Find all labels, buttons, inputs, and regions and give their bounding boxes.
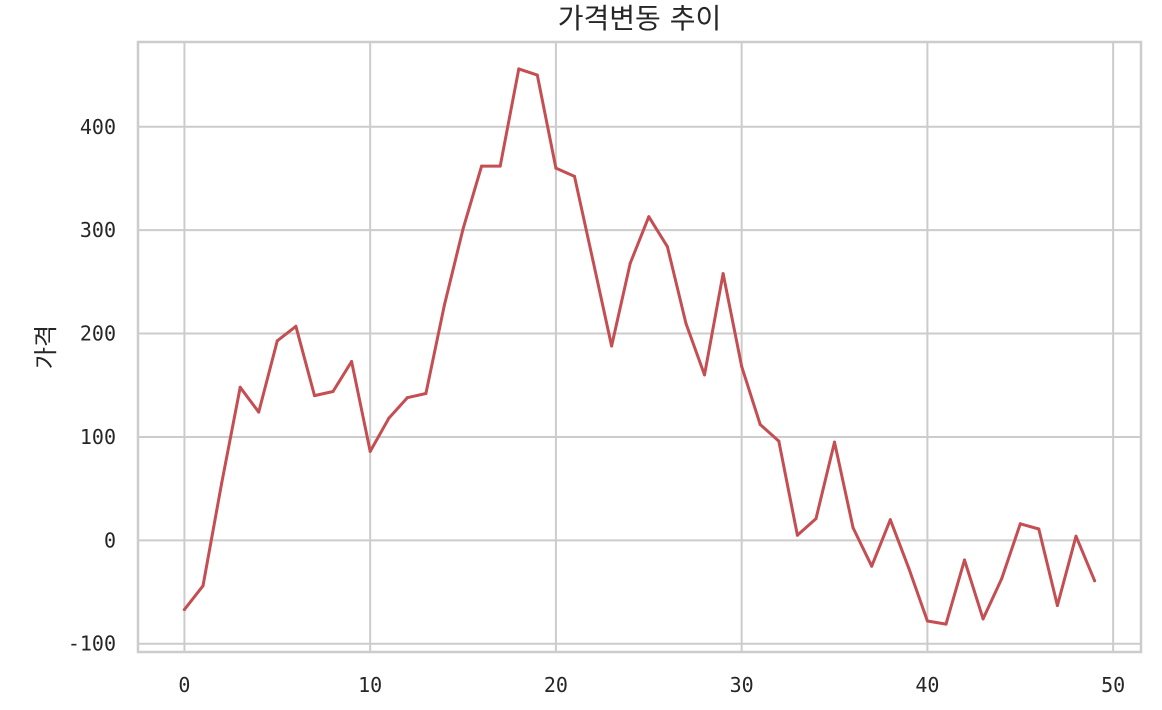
y-tick-label: 200: [80, 322, 116, 346]
y-tick-label: 400: [80, 115, 116, 139]
ticks-layer: 0 10 20 30 40 50 -100 0 100 200 300 400: [68, 115, 1125, 697]
data-point: [981, 617, 985, 621]
y-tick-label: -100: [68, 632, 116, 656]
data-point: [201, 584, 205, 588]
data-point: [963, 558, 966, 562]
data-point: [480, 164, 484, 168]
data-point: [294, 324, 298, 328]
data-point: [443, 303, 446, 307]
x-tick-label: 0: [178, 673, 190, 697]
data-point: [628, 261, 632, 265]
data-point: [517, 67, 521, 71]
data-point: [814, 517, 818, 521]
data-point: [665, 245, 669, 249]
y-axis-label: 가격: [32, 325, 60, 369]
x-tick-label: 40: [915, 673, 939, 697]
data-point: [1037, 527, 1041, 531]
data-point: [1093, 579, 1097, 583]
data-point: [795, 533, 799, 537]
data-point: [591, 259, 595, 263]
data-point: [944, 622, 948, 626]
data-point: [238, 385, 242, 389]
data-point: [313, 394, 316, 398]
data-point: [498, 164, 502, 168]
data-point: [833, 440, 836, 444]
data-point: [554, 166, 558, 170]
y-tick-label: 300: [80, 218, 116, 242]
data-point: [331, 390, 335, 393]
data-point: [182, 608, 186, 612]
grid-layer: [138, 42, 1141, 652]
plot-frame: [136, 40, 1143, 654]
y-tick-label: 100: [80, 425, 116, 449]
y-tick-label: 0: [104, 528, 116, 552]
data-point: [257, 410, 261, 414]
data-point: [1074, 534, 1078, 538]
data-point: [368, 449, 372, 453]
data-point: [405, 396, 409, 400]
data-point: [684, 321, 688, 325]
data-point: [220, 482, 224, 485]
series-line: [182, 67, 1097, 626]
data-point: [703, 373, 706, 377]
data-point: [647, 215, 651, 219]
x-tick-label: 50: [1101, 673, 1125, 697]
data-point: [573, 174, 576, 178]
data-point: [1018, 522, 1022, 526]
data-point: [740, 365, 744, 369]
data-point: [721, 272, 725, 276]
data-point: [275, 339, 279, 343]
data-point: [350, 360, 354, 363]
data-point: [387, 416, 391, 420]
data-point: [758, 423, 762, 426]
data-point: [610, 344, 614, 348]
data-point: [1000, 577, 1004, 581]
data-point: [907, 566, 911, 570]
data-point: [1055, 604, 1059, 607]
data-point: [851, 526, 855, 530]
data-point: [888, 518, 892, 522]
data-point: [424, 392, 428, 395]
x-tick-label: 30: [730, 673, 754, 697]
data-point: [925, 619, 929, 623]
x-tick-label: 10: [358, 673, 382, 697]
data-point: [461, 227, 465, 231]
data-point: [535, 73, 539, 77]
x-tick-label: 20: [544, 673, 568, 697]
data-point: [777, 439, 781, 443]
chart-title: 가격변동 추이: [558, 2, 721, 35]
data-point: [870, 564, 874, 568]
series-layer: [182, 67, 1097, 626]
